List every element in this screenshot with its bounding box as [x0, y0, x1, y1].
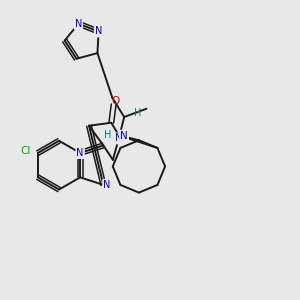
Text: O: O — [111, 96, 119, 106]
Text: N: N — [103, 180, 111, 190]
Text: H: H — [104, 130, 111, 140]
Text: N: N — [76, 148, 84, 158]
Text: H: H — [134, 108, 141, 118]
Text: N: N — [75, 19, 82, 29]
Text: N: N — [115, 134, 122, 143]
Text: N: N — [120, 131, 128, 141]
Text: N: N — [95, 26, 102, 37]
Text: Cl: Cl — [20, 146, 31, 157]
